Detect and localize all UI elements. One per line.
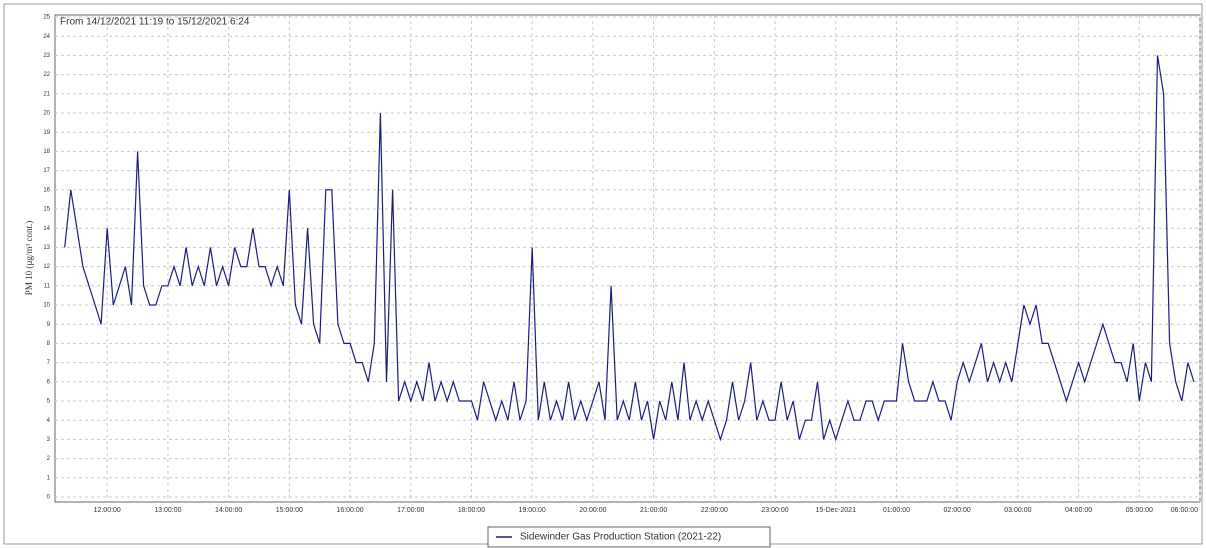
x-tick-label: 14:00:00: [215, 507, 242, 514]
x-tick-label: 13:00:00: [154, 507, 181, 514]
y-tick-label: 25: [43, 15, 50, 21]
y-tick-label: 5: [47, 399, 51, 405]
y-tick-label: 20: [43, 111, 50, 117]
x-tick-label: 01:00:00: [883, 507, 910, 514]
x-tick-label: 03:00:00: [1004, 507, 1031, 514]
y-tick-label: 22: [43, 72, 50, 78]
y-tick-label: 17: [43, 168, 50, 174]
y-tick-label: 3: [47, 437, 51, 443]
y-tick-label: 11: [44, 283, 51, 289]
y-tick-label: 4: [47, 418, 51, 424]
y-tick-label: 1: [47, 475, 51, 481]
y-tick-label: 18: [43, 149, 50, 155]
y-tick-label: 15: [43, 207, 50, 213]
y-tick-label: 0: [47, 495, 51, 501]
x-tick-label: 18:00:00: [458, 507, 485, 514]
x-tick-label: 02:00:00: [944, 507, 971, 514]
x-tick-label: 20:00:00: [579, 507, 606, 514]
x-tick-label: 05:00:00: [1126, 507, 1153, 514]
x-tick-label: 22:00:00: [701, 507, 728, 514]
y-tick-label: 24: [43, 34, 50, 40]
y-tick-label: 13: [43, 245, 50, 251]
y-tick-label: 10: [43, 303, 50, 309]
x-tick-label: 23:00:00: [761, 507, 788, 514]
x-tick-label: 19:00:00: [519, 507, 546, 514]
plot-area: [54, 14, 1201, 503]
y-tick-label: 12: [43, 264, 50, 270]
legend: [487, 526, 771, 548]
x-tick-label: 12:00:00: [94, 507, 121, 514]
y-tick-label: 19: [43, 130, 50, 136]
y-tick-label: 9: [47, 322, 51, 328]
data-line: [64, 55, 1195, 442]
x-tick-label: 21:00:00: [640, 507, 667, 514]
subtitle: From 14/12/2021 11:19 to 15/12/2021 6:24: [60, 17, 250, 28]
y-tick-label: 6: [47, 379, 51, 385]
x-tick-label: 06:00:00: [1171, 507, 1198, 514]
x-tick-label: 15-Dec-2021: [816, 507, 857, 514]
x-tick-label: 17:00:00: [397, 507, 424, 514]
y-tick-label: 7: [47, 360, 51, 366]
y-tick-label: 16: [43, 187, 50, 193]
y-tick-label: 2: [47, 456, 51, 462]
y-tick-label: 23: [43, 53, 50, 59]
x-tick-label: 15:00:00: [276, 507, 303, 514]
y-tick-label: 21: [43, 91, 50, 97]
x-tick-label: 04:00:00: [1065, 507, 1092, 514]
y-tick-label: 8: [47, 341, 51, 347]
legend-label: Sidewinder Gas Production Station (2021-…: [520, 532, 721, 543]
y-tick-label: 14: [43, 226, 50, 232]
y-axis-label: PM 10 (µg/m³ cont.): [24, 221, 34, 295]
x-tick-label: 16:00:00: [336, 507, 363, 514]
